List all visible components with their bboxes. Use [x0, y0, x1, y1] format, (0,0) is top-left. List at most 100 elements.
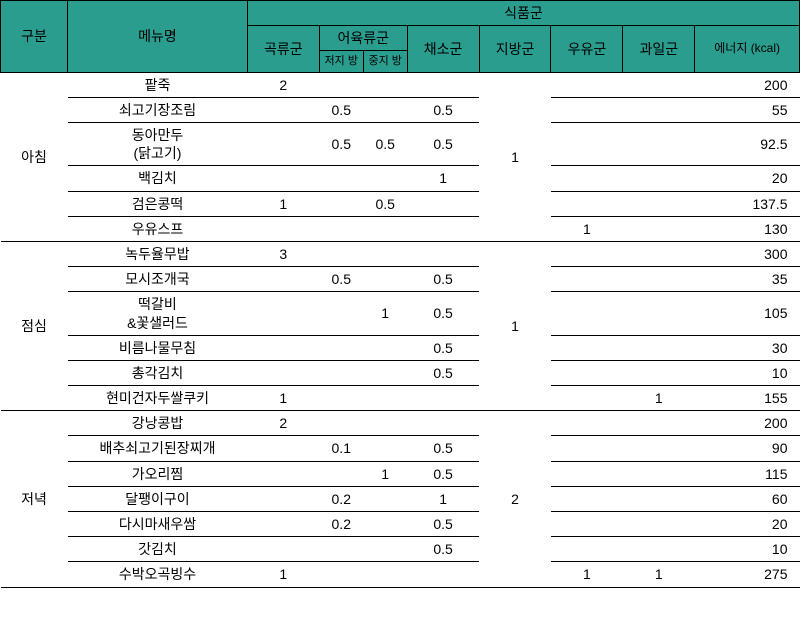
header-fruit: 과일군 [623, 26, 695, 72]
fruit-cell [623, 292, 695, 335]
milk-cell [551, 386, 623, 411]
grain-cell [247, 267, 319, 292]
milk-cell [551, 335, 623, 360]
fruit-cell [623, 537, 695, 562]
table-row: 점심녹두율무밥31300 [1, 241, 800, 266]
energy-cell: 10 [695, 537, 800, 562]
menu-name-cell: 우유스프 [68, 216, 248, 241]
table-row: 배추쇠고기된장찌개0.10.590 [1, 436, 800, 461]
milk-cell [551, 241, 623, 266]
table-row: 백김치120 [1, 166, 800, 191]
energy-cell: 137.5 [695, 191, 800, 216]
table-row: 우유스프1130 [1, 216, 800, 241]
medfat-cell [363, 97, 407, 122]
table-row: 현미건자두쌀쿠키11155 [1, 386, 800, 411]
veg-cell: 1 [407, 166, 479, 191]
grain-cell [247, 123, 319, 166]
table-row: 가오리찜10.5115 [1, 461, 800, 486]
grain-cell [247, 216, 319, 241]
lowfat-cell [319, 360, 363, 385]
lowfat-cell [319, 386, 363, 411]
lowfat-cell [319, 411, 363, 436]
milk-cell [551, 411, 623, 436]
lowfat-cell [319, 166, 363, 191]
veg-cell: 0.5 [407, 512, 479, 537]
energy-cell: 90 [695, 436, 800, 461]
fruit-cell: 1 [623, 386, 695, 411]
grain-cell [247, 461, 319, 486]
table-row: 다시마새우쌈 0.2 0.5 20 [1, 512, 800, 537]
medfat-cell [363, 386, 407, 411]
grain-cell [247, 512, 319, 537]
lowfat-cell: 0.5 [319, 267, 363, 292]
veg-cell: 0.5 [407, 97, 479, 122]
grain-cell [247, 335, 319, 360]
menu-name-cell: 검은콩떡 [68, 191, 248, 216]
energy-cell: 200 [695, 72, 800, 97]
grain-cell: 1 [247, 191, 319, 216]
milk-cell [551, 537, 623, 562]
lowfat-cell [319, 537, 363, 562]
grain-cell: 2 [247, 72, 319, 97]
table-row: 떡갈비&꽃샐러드10.5105 [1, 292, 800, 335]
veg-cell: 0.5 [407, 537, 479, 562]
fruit-cell [623, 411, 695, 436]
menu-name-cell: 녹두율무밥 [68, 241, 248, 266]
header-med-fat: 중지 방 [363, 51, 407, 72]
medfat-cell: 0.5 [363, 123, 407, 166]
table-row: 모시조개국0.50.535 [1, 267, 800, 292]
header-energy: 에너지 (kcal) [695, 26, 800, 72]
lowfat-cell [319, 216, 363, 241]
fruit-cell [623, 72, 695, 97]
veg-cell [407, 562, 479, 587]
menu-name-cell: 팥죽 [68, 72, 248, 97]
meal-label: 아침 [1, 72, 68, 241]
grain-cell: 1 [247, 386, 319, 411]
medfat-cell: 1 [363, 461, 407, 486]
medfat-cell [363, 335, 407, 360]
grain-cell [247, 486, 319, 511]
fat-cell: 1 [479, 241, 551, 410]
menu-name-cell: 동아만두(닭고기) [68, 123, 248, 166]
milk-cell: 1 [551, 216, 623, 241]
fat-cell: 2 [479, 411, 551, 587]
table-row: 갓김치0.510 [1, 537, 800, 562]
medfat-cell [363, 166, 407, 191]
fruit-cell: 1 [623, 562, 695, 587]
menu-name-cell: 모시조개국 [68, 267, 248, 292]
grain-cell [247, 292, 319, 335]
energy-cell: 92.5 [695, 123, 800, 166]
fruit-cell [623, 486, 695, 511]
veg-cell [407, 411, 479, 436]
fruit-cell [623, 216, 695, 241]
milk-cell [551, 191, 623, 216]
fruit-cell [623, 123, 695, 166]
milk-cell [551, 360, 623, 385]
grain-cell: 3 [247, 241, 319, 266]
medfat-cell [363, 537, 407, 562]
energy-cell: 155 [695, 386, 800, 411]
energy-cell: 105 [695, 292, 800, 335]
menu-name-cell: 쇠고기장조림 [68, 97, 248, 122]
lowfat-cell: 0.2 [319, 512, 363, 537]
header-low-fat: 저지 방 [319, 51, 363, 72]
medfat-cell [363, 512, 407, 537]
table-row: 총각김치0.510 [1, 360, 800, 385]
milk-cell [551, 461, 623, 486]
menu-name-cell: 다시마새우쌈 [68, 512, 248, 537]
table-row: 수박오곡빙수111275 [1, 562, 800, 587]
fruit-cell [623, 335, 695, 360]
table-row: 달팽이구이0.2160 [1, 486, 800, 511]
milk-cell [551, 123, 623, 166]
energy-cell: 20 [695, 512, 800, 537]
menu-name-cell: 배추쇠고기된장찌개 [68, 436, 248, 461]
medfat-cell [363, 216, 407, 241]
menu-name-cell: 가오리찜 [68, 461, 248, 486]
medfat-cell [363, 241, 407, 266]
grain-cell [247, 97, 319, 122]
meal-plan-table: 구분 메뉴명 식품군 곡류군 어육류군 채소군 지방군 우유군 과일군 에너지 … [0, 0, 800, 588]
meal-label: 저녁 [1, 411, 68, 587]
fruit-cell [623, 461, 695, 486]
medfat-cell: 1 [363, 292, 407, 335]
lowfat-cell [319, 562, 363, 587]
